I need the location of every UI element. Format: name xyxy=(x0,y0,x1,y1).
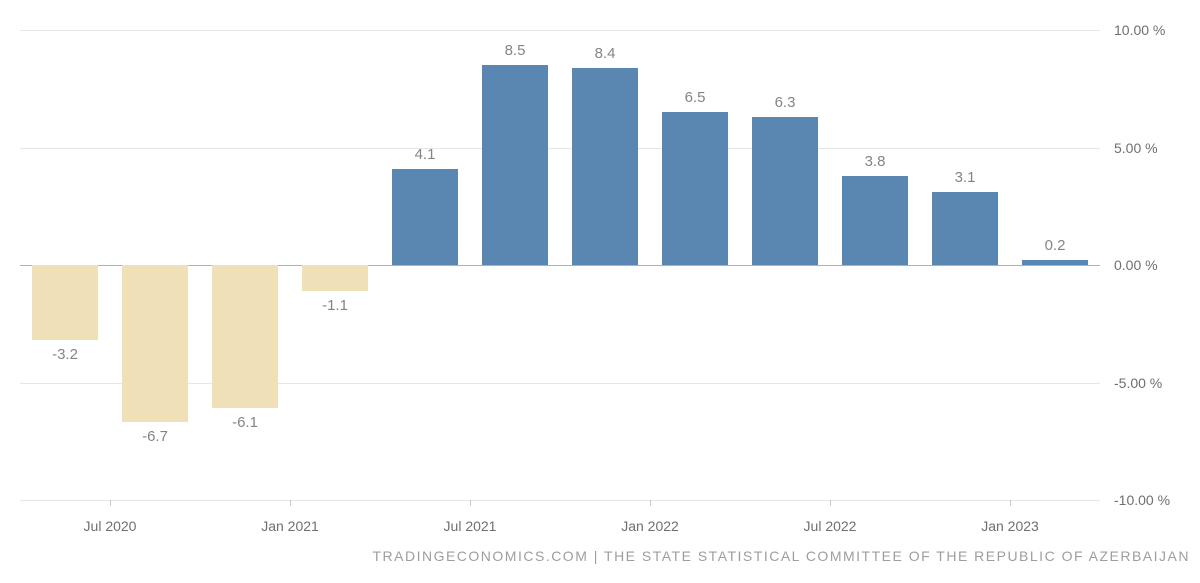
bar xyxy=(842,176,909,265)
y-tick-label: -10.00 % xyxy=(1114,492,1170,508)
bar xyxy=(32,265,99,340)
bar-value-label: 6.5 xyxy=(685,89,706,106)
gridline xyxy=(20,30,1100,31)
bar xyxy=(572,68,639,265)
bar xyxy=(212,265,279,408)
x-tick-mark xyxy=(650,500,651,506)
x-tick-mark xyxy=(470,500,471,506)
bar-value-label: -1.1 xyxy=(322,297,348,314)
gridline xyxy=(20,500,1100,501)
bar-value-label: -6.7 xyxy=(142,428,168,445)
bar-value-label: -6.1 xyxy=(232,414,258,431)
bar-value-label: 3.8 xyxy=(865,153,886,170)
y-tick-label: 10.00 % xyxy=(1114,22,1165,38)
y-tick-label: 0.00 % xyxy=(1114,257,1158,273)
bar-value-label: 4.1 xyxy=(415,146,436,163)
x-tick-label: Jul 2021 xyxy=(444,518,497,534)
x-tick-mark xyxy=(290,500,291,506)
y-tick-label: -5.00 % xyxy=(1114,375,1162,391)
bar xyxy=(122,265,189,422)
bar xyxy=(662,112,729,265)
bar xyxy=(392,169,459,265)
y-tick-label: 5.00 % xyxy=(1114,140,1158,156)
bar-value-label: -3.2 xyxy=(52,346,78,363)
x-tick-mark xyxy=(830,500,831,506)
bar-value-label: 8.5 xyxy=(505,42,526,59)
x-tick-mark xyxy=(1010,500,1011,506)
bar-value-label: 6.3 xyxy=(775,94,796,111)
bar-value-label: 3.1 xyxy=(955,169,976,186)
x-tick-label: Jan 2023 xyxy=(981,518,1039,534)
x-tick-mark xyxy=(110,500,111,506)
x-tick-label: Jul 2020 xyxy=(84,518,137,534)
bar xyxy=(482,65,549,265)
bar-value-label: 0.2 xyxy=(1045,237,1066,254)
x-tick-label: Jan 2021 xyxy=(261,518,319,534)
bar xyxy=(1022,260,1089,265)
source-attribution: TRADINGECONOMICS.COM | THE STATE STATIST… xyxy=(372,548,1190,564)
bar xyxy=(932,192,999,265)
gridline xyxy=(20,148,1100,149)
x-tick-label: Jan 2022 xyxy=(621,518,679,534)
x-tick-label: Jul 2022 xyxy=(804,518,857,534)
bar xyxy=(752,117,819,265)
bar xyxy=(302,265,369,291)
bar-value-label: 8.4 xyxy=(595,45,616,62)
